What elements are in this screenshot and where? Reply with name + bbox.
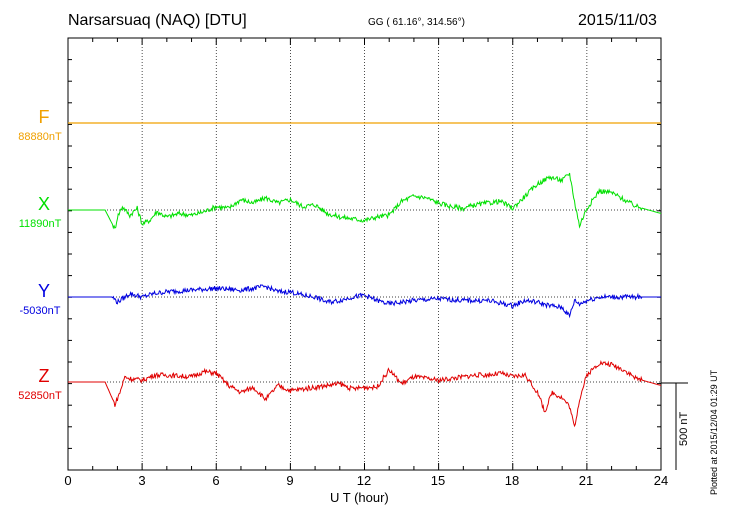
channel-f-label: F [38,107,50,127]
x-tick-label: 3 [138,473,146,488]
scale-bar-label: 500 nT [678,411,690,446]
x-tick-label: 6 [212,473,220,488]
x-tick-label: 24 [653,473,669,488]
x-tick-label: 9 [286,473,294,488]
x-tick-label: 0 [64,473,72,488]
channel-y-label: Y [37,281,50,301]
series-line-x [68,172,662,230]
geo-coordinates: GG ( 61.16°, 314.56°) [368,17,465,28]
series-line-z [68,359,662,428]
channel-x-baseline: 11890nT [18,218,62,230]
x-tick-label: 15 [430,473,446,488]
grid [141,38,588,470]
x-tick-label: 12 [356,473,372,488]
channel-f-baseline: 88880nT [18,131,62,143]
scale-bar [661,382,688,470]
x-tick-label: 21 [578,473,594,488]
channel-y-baseline: -5030nT [19,305,61,317]
station-title: Narsarsuaq (NAQ) [DTU] [68,12,247,29]
x-axis-label: U T (hour) [330,490,389,505]
channel-z-baseline: 52850nT [18,390,62,402]
chart-date: 2015/11/03 [578,12,657,29]
series-lines [68,122,662,428]
plotted-timestamp: Plotted at 2015/12/04 01:29 UT [709,369,719,495]
channel-x-label: X [37,194,50,214]
channel-z-label: Z [38,366,50,386]
series-line-y [68,284,661,319]
x-tick-label: 18 [504,473,520,488]
